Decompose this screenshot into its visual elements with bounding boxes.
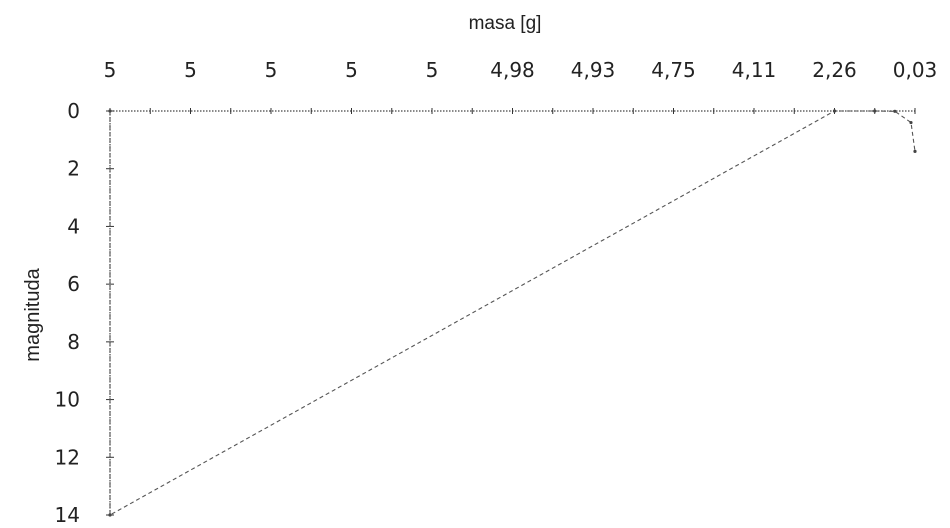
x-tick-label: 5: [184, 58, 197, 82]
data-point: [909, 120, 913, 125]
x-tick-label: 2,26: [812, 58, 857, 82]
data-point: [893, 109, 897, 113]
y-tick-label: 8: [67, 330, 80, 354]
series-line: [109, 110, 916, 516]
series-layer: [108, 109, 917, 517]
y-ticks: 0 2 4 6 8 10 12 14: [55, 99, 114, 527]
y-tick-label: 14: [55, 503, 80, 527]
y-axis-title: magnituda: [22, 267, 44, 361]
y-tick-label: 0: [67, 99, 80, 123]
x-tick-label: 5: [345, 58, 358, 82]
data-point: [108, 513, 112, 517]
y-tick-label: 6: [67, 272, 80, 296]
data-point: [873, 109, 877, 113]
x-tick-label: 4,98: [490, 58, 535, 82]
data-point: [913, 149, 917, 153]
x-tick-label: 4,75: [651, 58, 696, 82]
x-tick-label: 0,03: [893, 58, 938, 82]
x-tick-label: 4,93: [571, 58, 616, 82]
x-tick-label: 4,11: [732, 58, 777, 82]
y-tick-label: 12: [55, 445, 80, 469]
x-tick-label: 5: [104, 58, 117, 82]
y-tick-label: 2: [67, 157, 80, 181]
data-point: [108, 109, 112, 113]
data-point: [832, 109, 837, 113]
y-tick-label: 10: [55, 388, 80, 412]
x-ticks: 5 5 5 5 5 4,98 4,93 4,75 4,11 2,26 0,03: [104, 58, 938, 114]
y-tick-label: 4: [67, 214, 80, 238]
x-axis-title: masa [g]: [469, 13, 542, 34]
x-tick-label: 5: [265, 58, 278, 82]
x-tick-label: 5: [426, 58, 439, 82]
